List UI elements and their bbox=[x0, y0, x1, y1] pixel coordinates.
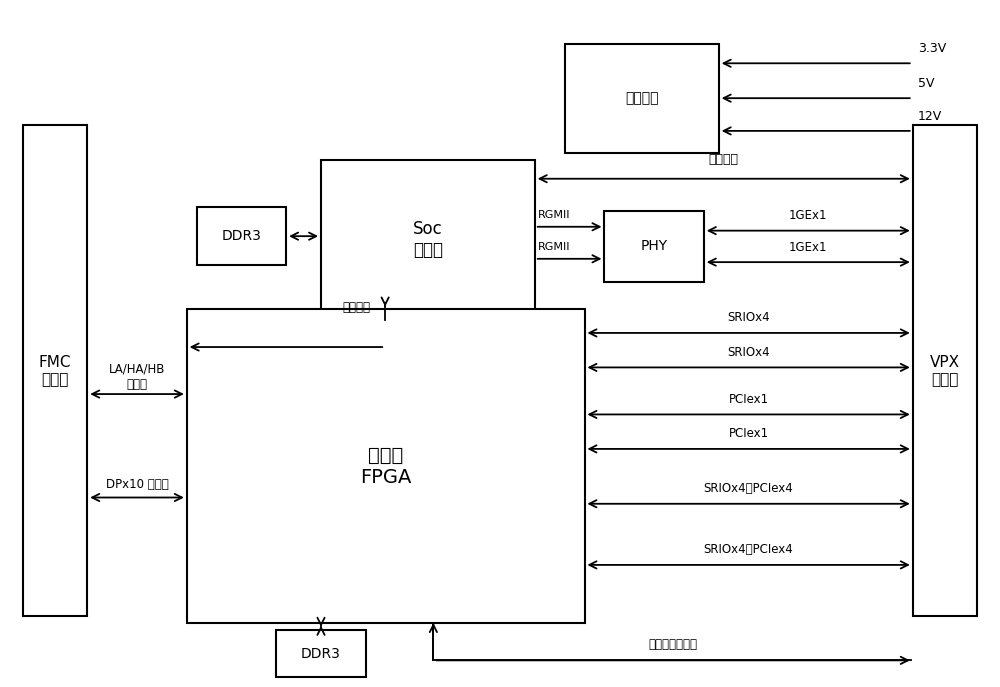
Bar bbox=[565, 44, 719, 153]
Text: DDR3: DDR3 bbox=[301, 646, 341, 661]
Text: 5V: 5V bbox=[918, 77, 934, 90]
Bar bbox=[197, 207, 286, 265]
Text: 可重构
FPGA: 可重构 FPGA bbox=[360, 446, 411, 486]
Bar bbox=[23, 126, 87, 616]
Text: PHY: PHY bbox=[641, 239, 668, 254]
Bar bbox=[604, 211, 704, 282]
Text: SRIOx4: SRIOx4 bbox=[727, 311, 770, 324]
Text: RGMII: RGMII bbox=[538, 242, 570, 252]
Text: RGMII: RGMII bbox=[538, 210, 570, 220]
Bar bbox=[276, 630, 366, 677]
Text: SRIOx4或PCIex4: SRIOx4或PCIex4 bbox=[704, 543, 793, 556]
Bar bbox=[187, 309, 585, 623]
Text: DPx10 高速线: DPx10 高速线 bbox=[106, 477, 168, 491]
Text: SRIOx4或PCIex4: SRIOx4或PCIex4 bbox=[704, 482, 793, 495]
Text: PCIex1: PCIex1 bbox=[729, 392, 769, 405]
Text: 系统信号: 系统信号 bbox=[709, 153, 739, 166]
Text: 1GEx1: 1GEx1 bbox=[789, 241, 828, 254]
Text: PCIex1: PCIex1 bbox=[729, 427, 769, 440]
Text: FMC
连接器: FMC 连接器 bbox=[39, 354, 71, 387]
Text: SRIOx4: SRIOx4 bbox=[727, 346, 770, 359]
Text: VPX
连接器: VPX 连接器 bbox=[930, 354, 960, 387]
Text: 12V: 12V bbox=[918, 110, 942, 123]
Bar bbox=[913, 126, 977, 616]
Text: DDR3: DDR3 bbox=[222, 229, 261, 243]
Text: 3.3V: 3.3V bbox=[918, 42, 946, 55]
Text: 配置接口: 配置接口 bbox=[342, 301, 370, 314]
Text: LA/HA/HB
数据线: LA/HA/HB 数据线 bbox=[109, 363, 165, 391]
Bar bbox=[321, 159, 535, 319]
Text: 1GEx1: 1GEx1 bbox=[789, 210, 828, 223]
Text: Soc
控制器: Soc 控制器 bbox=[413, 220, 443, 259]
Text: 电源模块: 电源模块 bbox=[625, 91, 658, 105]
Text: 用户自定义信号: 用户自定义信号 bbox=[649, 638, 698, 651]
